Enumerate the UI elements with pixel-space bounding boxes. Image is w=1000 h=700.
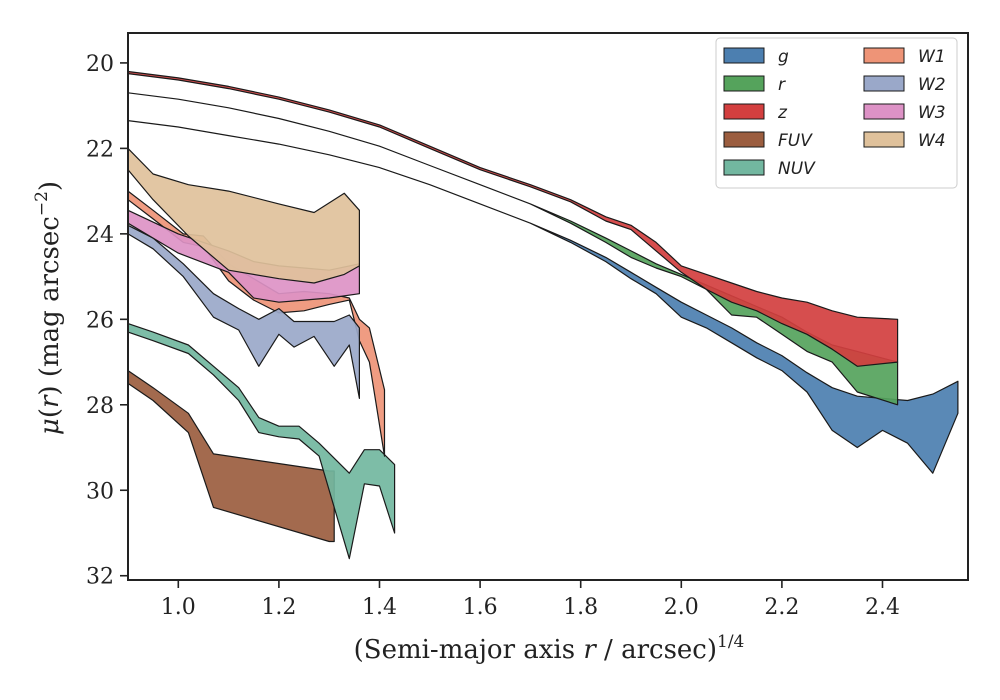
y-tick-label: 30: [86, 479, 114, 504]
legend-entry-w3: W3: [863, 103, 946, 123]
y-tick-label: 22: [86, 137, 114, 162]
y-tick-label: 28: [86, 394, 114, 419]
x-axis-label: (Semi-major axis r / arcsec)1/4: [354, 632, 745, 665]
legend-swatch: [723, 159, 765, 176]
legend-entry-fuv: FUV: [723, 131, 813, 151]
y-tick-label: 20: [86, 52, 114, 77]
legend-label: FUV: [778, 131, 813, 151]
band-w2: [127, 224, 360, 399]
x-axis-ticks: 1.0 1.2 1.4 1.6 1.8 2.0 2.2 2.4: [161, 580, 900, 620]
band-fuv: [127, 370, 335, 543]
x-tick-label: 1.4: [362, 595, 397, 620]
legend-swatch: [863, 75, 905, 92]
legend-label: W3: [918, 103, 946, 123]
plot-frame: [127, 32, 969, 581]
legend-entry-w1: W1: [863, 47, 946, 67]
legend-entry-w4: W4: [863, 131, 946, 151]
legend-label: W2: [918, 75, 946, 95]
legend-swatch: [723, 47, 765, 64]
band-g: [127, 119, 959, 474]
x-tick-label: 1.0: [161, 595, 196, 620]
legend-label: W1: [918, 47, 946, 67]
band-r: [127, 92, 899, 406]
legend-swatch: [863, 47, 905, 64]
legend-swatch: [723, 75, 765, 92]
band-w4: [127, 147, 360, 284]
x-tick-label: 2.2: [764, 595, 799, 620]
y-axis-ticks: 20 22 24 26 28 30 32: [86, 52, 128, 590]
band-z: [127, 70, 899, 367]
band-nuv: [127, 323, 396, 560]
legend-entry-w2: W2: [863, 75, 946, 95]
y-tick-label: 26: [86, 308, 114, 333]
x-tick-label: 1.8: [563, 595, 598, 620]
x-tick-label: 2.4: [865, 595, 900, 620]
x-tick-label: 1.6: [463, 595, 498, 620]
legend-swatch: [863, 131, 905, 148]
y-tick-label: 32: [86, 565, 114, 590]
legend-swatch: [863, 103, 905, 120]
legend: grz FUV NUV W1 W2 W3 W4: [715, 37, 958, 189]
x-tick-label: 1.2: [261, 595, 296, 620]
x-tick-label: 2.0: [664, 595, 699, 620]
legend-label: g: [778, 47, 789, 67]
legend-swatch: [723, 103, 765, 120]
legend-label: NUV: [778, 159, 816, 179]
legend-entry-g: g: [723, 47, 789, 67]
y-tick-label: 24: [86, 223, 114, 248]
series-bands: [127, 70, 959, 560]
legend-entry-nuv: NUV: [723, 159, 816, 179]
legend-label: z: [777, 103, 788, 123]
legend-entry-z: z: [723, 103, 788, 123]
legend-label: W4: [918, 131, 946, 151]
y-axis-label: μ(r) (mag arcsec−2): [32, 181, 65, 435]
legend-label: r: [778, 75, 786, 95]
legend-entry-r: r: [723, 75, 786, 95]
legend-swatch: [723, 131, 765, 148]
